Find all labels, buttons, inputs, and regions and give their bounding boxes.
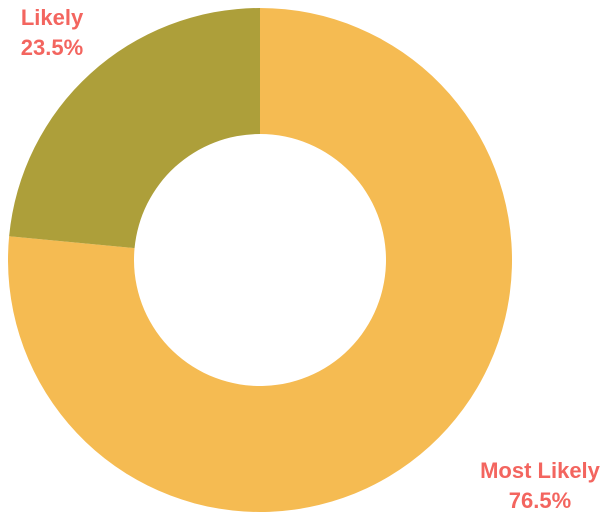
slice-category-most-likely: Most Likely: [480, 458, 601, 483]
slice-value-likely: 23.5%: [21, 35, 83, 60]
slice-most-likely: [7, 8, 513, 513]
slice-value-most-likely: 76.5%: [509, 488, 571, 513]
labels-group: Most Likely 76.5% Likely 23.5%: [21, 5, 601, 513]
slice-label-most-likely: Most Likely 76.5%: [480, 458, 601, 513]
slice-category-likely: Likely: [21, 5, 84, 30]
slices-group: [7, 8, 513, 513]
slice-label-likely: Likely 23.5%: [21, 5, 84, 60]
slice-likely: [9, 8, 261, 249]
